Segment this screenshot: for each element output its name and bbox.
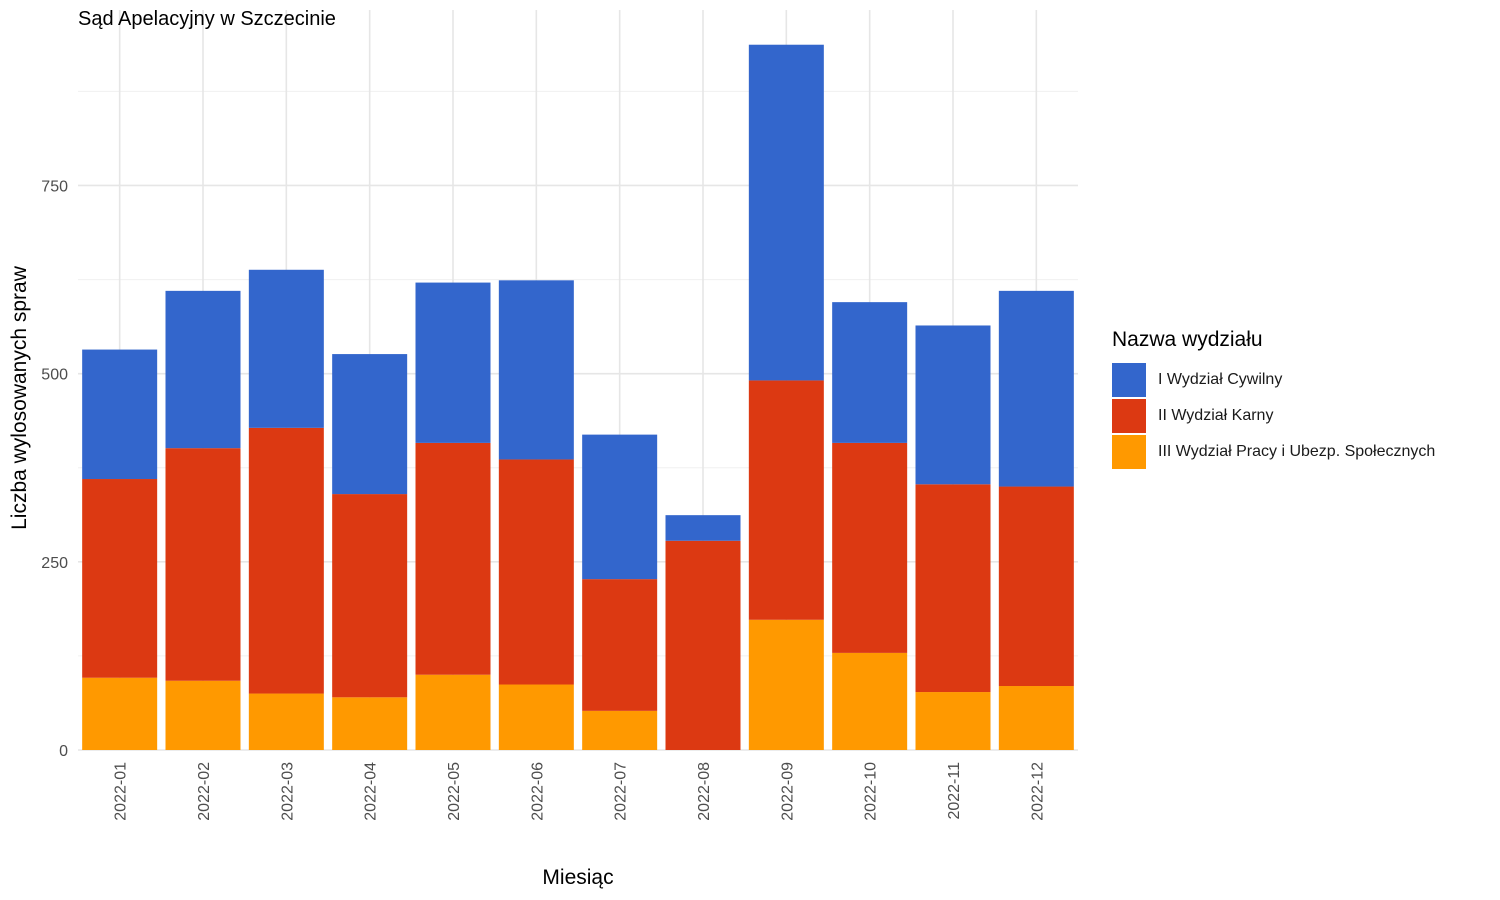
bar-segment-2-2022-12 [998, 486, 1074, 687]
y-axis-ticks: 0 250 500 750 [41, 178, 68, 760]
bar-segment-2-2022-09 [748, 380, 824, 620]
bar-segment-3-2022-03 [248, 269, 324, 428]
bar-segment-2-2022-04 [332, 494, 408, 698]
bar-segment-1-2022-03 [248, 693, 324, 750]
y-tick-label: 250 [41, 555, 68, 572]
bar-segment-2-2022-07 [582, 579, 658, 711]
legend-label-karny: II Wydział Karny [1158, 407, 1274, 424]
legend-swatch-karny [1112, 399, 1146, 433]
bar-segment-3-2022-11 [915, 325, 991, 485]
bar-segment-3-2022-02 [165, 290, 241, 449]
legend-swatch-cywilny [1112, 363, 1146, 397]
bar-segment-2-2022-06 [498, 459, 574, 685]
bar-segment-1-2022-01 [82, 677, 158, 750]
bar-segment-3-2022-06 [498, 280, 574, 460]
x-tick-label: 2022-05 [446, 762, 463, 821]
bar-segment-3-2022-08 [665, 515, 741, 541]
legend: Nazwa wydziału I Wydział Cywilny II Wydz… [1112, 328, 1435, 470]
x-tick-label: 2022-03 [279, 762, 296, 821]
x-tick-label: 2022-10 [863, 762, 880, 821]
bar-segment-2-2022-03 [248, 427, 324, 694]
x-tick-label: 2022-11 [946, 762, 963, 820]
bar-segment-3-2022-09 [748, 44, 824, 381]
x-axis-label: Miesiąc [542, 866, 614, 889]
bar-segment-2-2022-02 [165, 448, 241, 681]
x-tick-label: 2022-06 [529, 762, 546, 821]
bar-segment-3-2022-10 [832, 302, 908, 443]
bar-segment-3-2022-01 [82, 349, 158, 480]
bar-segment-3-2022-12 [998, 290, 1074, 487]
bar-segment-3-2022-07 [582, 434, 658, 580]
legend-label-pracy: III Wydział Pracy i Ubezp. Społecznych [1158, 443, 1436, 460]
bar-segment-2-2022-10 [832, 442, 908, 653]
bar-segment-2-2022-08 [665, 540, 741, 750]
bar-segment-1-2022-11 [915, 692, 991, 750]
x-tick-label: 2022-02 [196, 762, 213, 821]
bar-segment-2-2022-01 [82, 479, 158, 678]
bar-segment-1-2022-07 [582, 710, 658, 750]
legend-item-karny: II Wydział Karny [1112, 398, 1435, 434]
x-tick-label: 2022-07 [613, 762, 630, 821]
bar-segment-1-2022-04 [332, 697, 408, 750]
bar-segment-1-2022-05 [415, 674, 491, 750]
legend-swatch-pracy [1112, 435, 1146, 469]
y-tick-label: 750 [41, 178, 68, 195]
legend-item-pracy: III Wydział Pracy i Ubezp. Społecznych [1112, 434, 1435, 470]
x-axis-ticks: 2022-01 2022-02 2022-03 2022-04 2022-05 2022-… [113, 762, 1047, 821]
x-tick-label: 2022-09 [779, 762, 796, 821]
bar-segment-2-2022-05 [415, 442, 491, 675]
legend-label-cywilny: I Wydział Cywilny [1158, 371, 1283, 388]
bar-segment-2-2022-11 [915, 484, 991, 693]
bar-segment-3-2022-05 [415, 282, 491, 443]
x-tick-label: 2022-04 [363, 762, 380, 821]
bar-segment-3-2022-04 [332, 354, 408, 495]
bar-segment-1-2022-10 [832, 652, 908, 750]
x-tick-label: 2022-12 [1029, 762, 1046, 821]
chart-title: Sąd Apelacyjny w Szczecinie [78, 8, 336, 30]
y-axis-label: Liczba wylosowanych spraw [8, 266, 31, 530]
bar-segment-1-2022-12 [998, 686, 1074, 750]
x-tick-label: 2022-08 [696, 762, 713, 821]
bar-segment-1-2022-06 [498, 684, 574, 750]
bar-segment-1-2022-09 [748, 619, 824, 750]
y-tick-label: 0 [59, 743, 68, 760]
bar-segment-1-2022-02 [165, 680, 241, 750]
bars [82, 44, 1074, 750]
x-tick-label: 2022-01 [113, 762, 130, 821]
legend-item-cywilny: I Wydział Cywilny [1112, 362, 1435, 398]
y-tick-label: 500 [41, 367, 68, 384]
legend-title: Nazwa wydziału [1112, 328, 1263, 351]
